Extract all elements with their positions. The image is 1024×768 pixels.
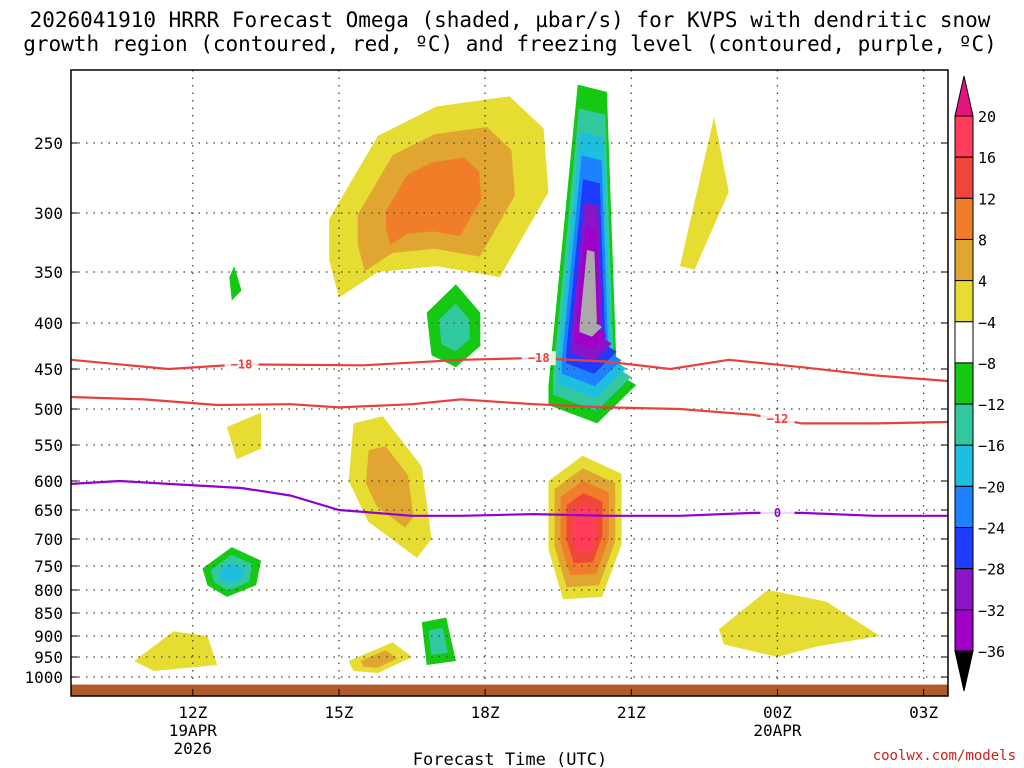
omega-region-center-mid-ascent	[348, 416, 432, 558]
omega-band-upper-ascent-core-12	[386, 157, 482, 245]
colorbar-label-13: −36	[978, 643, 1005, 661]
colorbar-swatch-9	[954, 485, 974, 529]
y-tick-label-450: 450	[34, 360, 63, 379]
omega-region-upper-ascent-core	[329, 96, 549, 298]
omega-band-center-mid-ascent-8	[365, 446, 414, 528]
y-tick-label-350: 350	[34, 263, 63, 282]
colorbar-swatch-5	[954, 321, 974, 364]
y-axis: 250 300 350 400 450 500 550 600 650 700 750 800 850 9…	[24, 134, 948, 687]
omega-region-left-mid-ascent	[226, 412, 261, 460]
omega-band-main-descent-column--32	[579, 249, 602, 337]
y-tick-label-900: 900	[34, 627, 63, 646]
credit-text: coolwx.com/models	[873, 748, 1016, 764]
omega-shading	[134, 84, 880, 673]
colorbar-swatch-7	[954, 403, 974, 446]
omega-band-left-mid-ascent-4	[226, 412, 261, 460]
dgz-contour-minus18-label: −18	[528, 351, 550, 365]
y-tick-label-550: 550	[34, 436, 63, 455]
x-tick-label-12Z: 12Z	[178, 703, 207, 722]
x-year-label-12Z: 2026	[174, 739, 213, 758]
colorbar-label-7: −12	[978, 396, 1005, 414]
x-date-label-12Z: 19APR	[169, 721, 218, 740]
dgz-contour-minus18-label: −18	[231, 357, 253, 371]
plot-frame	[70, 69, 949, 697]
dgz-contour-minus18-label-bg	[521, 351, 556, 366]
colorbar-swatch-12	[954, 609, 974, 652]
colorbar-swatch-8	[954, 444, 974, 487]
colorbar-swatch-4	[954, 280, 974, 323]
omega-band-upper-right-lobe-4	[680, 116, 729, 270]
chart-title-line1: 2026041910 HRRR Forecast Omega (shaded, …	[30, 8, 991, 32]
omega-band-small-upper-left-cell--4	[229, 266, 242, 301]
omega-band-left-lower-descent--12	[218, 562, 244, 584]
x-tick-label-00Z: 00Z	[763, 703, 792, 722]
colorbar-swatch-3	[954, 238, 974, 282]
colorbar-label-2: 12	[978, 190, 996, 208]
colorbar-label-10: −24	[978, 520, 1005, 538]
omega-region-upper-right-lobe	[680, 116, 729, 270]
colorbar-swatch-2	[954, 197, 974, 240]
omega-band-bottom-right-ascent-4	[719, 590, 880, 657]
y-tick-label-300: 300	[34, 204, 63, 223]
omega-band-mid-descent-cell--8	[438, 303, 470, 352]
omega-region-bottom-descent-column	[421, 617, 456, 665]
x-axis-label: Forecast Time (UTC)	[413, 750, 607, 768]
colorbar-label-6: −8	[978, 355, 996, 373]
omega-region-bottom-left-ascent	[134, 631, 218, 671]
colorbar: 20 16 12 8 4 −4 −8 −12 −16 −20 −24 −28 −32 −36	[954, 75, 1005, 692]
y-tick-label-800: 800	[34, 581, 63, 600]
y-tick-label-250: 250	[34, 134, 63, 153]
dgz-contour-minus12-label-bg	[760, 412, 795, 427]
colorbar-swatch-0	[954, 115, 974, 158]
colorbar-label-8: −16	[978, 437, 1005, 455]
omega-region-small-upper-left-cell	[229, 266, 242, 301]
colorbar-label-1: 16	[978, 149, 996, 167]
omega-region-mid-descent-cell	[426, 284, 481, 368]
y-tick-label-500: 500	[34, 400, 63, 419]
temperature-contours: −18 −18 −12 0	[71, 351, 948, 520]
colorbar-swatch-10	[954, 527, 974, 570]
omega-region-bottom-right-ascent	[719, 590, 880, 657]
y-tick-label-600: 600	[34, 472, 63, 491]
y-tick-label-1000: 1000	[24, 668, 63, 687]
colorbar-label-11: −28	[978, 561, 1005, 579]
y-tick-label-850: 850	[34, 604, 63, 623]
dgz-contour-minus18-label-bg	[224, 357, 259, 372]
freezing-level-contour-label: 0	[774, 506, 781, 520]
colorbar-swatch-11	[954, 568, 974, 611]
x-tick-label-21Z: 21Z	[617, 703, 646, 722]
colorbar-label-9: −20	[978, 478, 1005, 496]
colorbar-bottom-arrow	[954, 650, 974, 692]
x-tick-label-03Z: 03Z	[909, 703, 938, 722]
y-tick-label-700: 700	[34, 530, 63, 549]
colorbar-label-5: −4	[978, 314, 996, 332]
freezing-level-contour-label-bg	[760, 505, 795, 520]
x-tick-label-18Z: 18Z	[471, 703, 500, 722]
colorbar-swatch-6	[954, 362, 974, 405]
y-tick-label-950: 950	[34, 648, 63, 667]
colorbar-label-0: 20	[978, 108, 996, 126]
y-tick-label-650: 650	[34, 501, 63, 520]
omega-region-left-lower-descent	[202, 547, 261, 597]
omega-region-bottom-center-ascent	[348, 642, 413, 673]
omega-band-bottom-descent-column--8	[428, 627, 449, 655]
y-tick-label-400: 400	[34, 314, 63, 333]
omega-region-lower-ascent-core	[548, 455, 622, 600]
colorbar-label-3: 8	[978, 231, 987, 249]
colorbar-label-12: −32	[978, 602, 1005, 620]
colorbar-label-4: 4	[978, 273, 987, 291]
omega-band-bottom-center-ascent-8	[360, 650, 398, 668]
x-tick-label-15Z: 15Z	[325, 703, 354, 722]
y-tick-label-750: 750	[34, 557, 63, 576]
chart-title-line2: growth region (contoured, red, ºC) and f…	[23, 32, 997, 56]
colorbar-swatch-1	[954, 156, 974, 199]
terrain-bar	[71, 684, 948, 696]
omega-region-main-descent-column	[548, 84, 637, 424]
dgz-contour-minus12-label: −12	[767, 412, 789, 426]
omega-band-bottom-left-ascent-4	[134, 631, 218, 671]
x-date-label-00Z: 20APR	[753, 721, 802, 740]
omega-band-lower-ascent-core-20	[572, 505, 596, 552]
